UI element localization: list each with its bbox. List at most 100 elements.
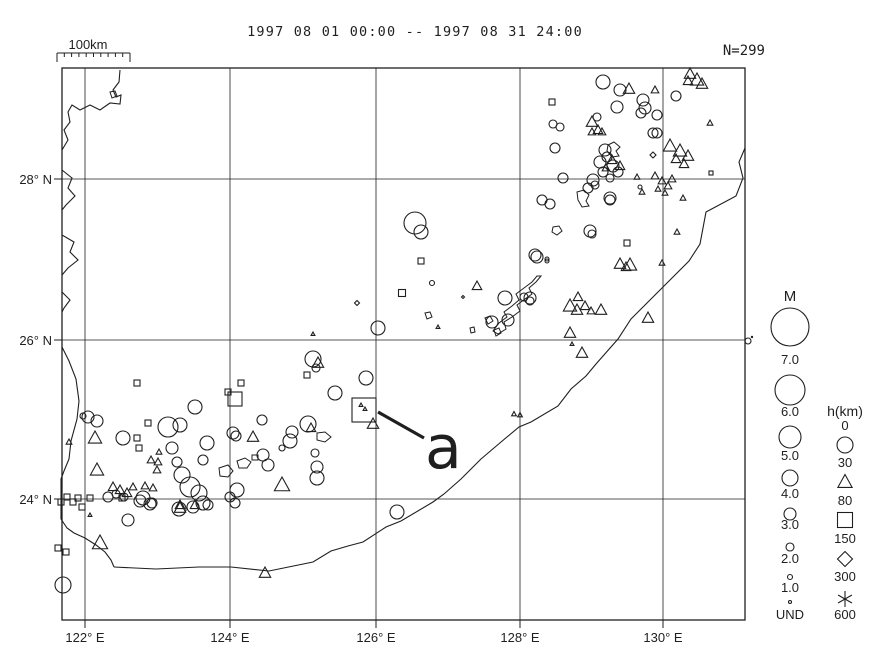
quake-circle-0-30km — [590, 180, 600, 190]
quake-triangle-30-80km — [670, 152, 682, 164]
quake-square-80-150km — [118, 494, 126, 502]
quake-circle-0-30km — [115, 430, 131, 446]
quake-triangle-30-80km — [87, 511, 93, 517]
legend-magnitude-circle — [786, 573, 794, 581]
quake-triangle-30-80km — [606, 153, 618, 165]
quake-circle-0-30km — [278, 444, 286, 452]
legend-magnitude-circle — [785, 542, 795, 552]
quake-triangle-30-80km — [366, 416, 380, 429]
quake-circle-0-30km — [744, 337, 752, 345]
quake-circle-0-30km — [256, 414, 268, 426]
quake-circle-0-30km — [261, 458, 275, 472]
quake-circle-0-30km — [549, 142, 561, 154]
latitude-label: 26° N — [19, 333, 52, 348]
grid-layer: 122° E 124° E 126° E 128° E 130° E 28° N 26° N… — [19, 52, 746, 645]
quake-circle-0-30km — [311, 363, 321, 373]
island-outline — [493, 327, 502, 337]
event-count-label: N=299 — [723, 43, 765, 59]
quake-square-80-150km — [397, 288, 407, 298]
legend-magnitude-label: 3.0 — [781, 517, 799, 532]
china-coast-fragment-4 — [61, 291, 71, 313]
legend-magnitude-circle — [783, 507, 797, 521]
quake-triangle-30-80km — [706, 118, 714, 126]
quake-circle-0-30km — [121, 513, 135, 527]
quake-circle-0-30km — [635, 107, 647, 119]
quake-square-80-150km — [623, 239, 631, 247]
coastline-layer — [60, 69, 746, 572]
quake-triangle-30-80km — [689, 71, 705, 86]
quake-triangle-30-80km — [173, 500, 187, 513]
island-outline — [576, 189, 590, 208]
legend-magnitude-label: 7.0 — [781, 352, 799, 367]
quake-triangle-30-80km — [594, 302, 608, 315]
quake-circle-0-30km — [199, 435, 215, 451]
legend-magnitude-label: UND — [776, 607, 804, 622]
earthquake-symbol-layer — [54, 66, 754, 594]
quake-square-80-150km — [74, 494, 82, 502]
quake-circle-0-30km — [310, 448, 320, 458]
quake-triangle-30-80km — [673, 227, 681, 235]
quake-circle-0-30km — [428, 279, 436, 287]
quake-square-80-150km — [237, 379, 245, 387]
legend-depth-square — [836, 511, 854, 529]
quake-circle-0-30km — [497, 290, 513, 306]
legend-magnitude-label: 4.0 — [781, 486, 799, 501]
quake-triangle-30-80km — [667, 173, 677, 183]
quake-circle-0-30km — [544, 258, 550, 264]
quake-triangle-30-80km — [89, 461, 105, 476]
quake-triangle-30-80km — [516, 411, 524, 418]
quake-triangle-30-80km — [592, 123, 604, 135]
latitude-label: 24° N — [19, 492, 52, 507]
quake-square-80-150km — [54, 544, 62, 552]
quake-triangle-30-80km — [650, 170, 660, 180]
quake-triangle-30-80km — [358, 401, 364, 407]
quake-circle-0-30km — [528, 248, 542, 262]
quake-triangle-30-80km — [435, 323, 441, 329]
quake-triangle-30-80km — [305, 421, 317, 433]
quake-square-80-150km — [63, 493, 71, 501]
map-frame — [61, 67, 746, 621]
quake-circle-0-30km — [79, 412, 87, 420]
quake-square-80-150km — [78, 503, 86, 511]
quake-triangle-30-80km — [633, 172, 641, 180]
china-coast-fragment-3 — [61, 234, 79, 276]
island-outline — [492, 275, 543, 335]
quake-triangle-30-80km — [695, 76, 709, 89]
quake-circle-0-30km — [285, 425, 299, 439]
quake-circle-0-30km — [598, 143, 612, 157]
quake-triangle-30-80km — [585, 114, 599, 127]
quake-circle-0-30km — [102, 491, 114, 503]
legend-magnitude-label: 5.0 — [781, 448, 799, 463]
quake-square-80-150km — [144, 419, 152, 427]
quake-circle-0-30km — [157, 416, 179, 438]
quake-triangle-30-80km — [87, 429, 103, 444]
quake-triangle-30-80km — [650, 84, 660, 94]
quake-triangle-30-80km — [679, 193, 687, 201]
legend-magnitude-label: 2.0 — [781, 551, 799, 566]
quake-circle-0-30km — [309, 470, 325, 486]
quake-circle-0-30km — [327, 385, 343, 401]
quake-circle-0-30km — [636, 93, 650, 107]
quake-triangle-30-80km — [678, 157, 690, 169]
quake-triangle-30-80km — [579, 299, 591, 311]
quake-circle-0-30km — [530, 250, 544, 264]
quake-circle-0-30km — [651, 127, 663, 139]
quake-triangle-30-80km — [587, 126, 597, 136]
quake-circle-0-30km — [197, 454, 209, 466]
quake-triangle-30-80km — [661, 188, 669, 196]
island-outline — [469, 326, 476, 334]
quake-triangle-30-80km — [681, 148, 695, 161]
quake-triangle-30-80km — [683, 66, 697, 79]
quake-circle-0-30km — [583, 224, 597, 238]
quake-triangle-30-80km — [311, 355, 325, 368]
quake-triangle-30-80km — [148, 482, 158, 492]
quake-triangle-30-80km — [641, 310, 655, 323]
quake-triangle-30-80km — [273, 475, 291, 492]
quake-triangle-30-80km — [597, 126, 607, 136]
quake-circle-0-30km — [523, 291, 537, 305]
quake-circle-0-30km — [544, 198, 556, 210]
quake-triangle-30-80km — [570, 302, 584, 315]
quake-circle-0-30km — [586, 173, 600, 187]
legend-magnitude-circle — [770, 307, 810, 347]
quake-circle-0-30km — [603, 191, 617, 205]
